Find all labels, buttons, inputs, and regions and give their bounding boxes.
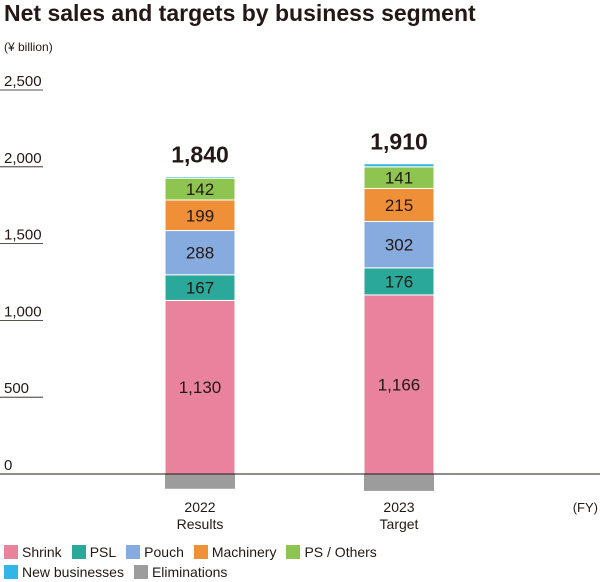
x-category-year: 2023 bbox=[383, 499, 414, 515]
legend: Shrink PSL Pouch Machinery PS / Others New bu… bbox=[4, 542, 444, 582]
bar-segment bbox=[363, 163, 435, 168]
x-axis-title: (FY) bbox=[573, 500, 598, 515]
bar-segment bbox=[164, 274, 236, 301]
legend-item: PSL bbox=[71, 542, 117, 562]
legend-label: New businesses bbox=[22, 564, 124, 580]
legend-item: Eliminations bbox=[133, 562, 228, 582]
bar-segment bbox=[165, 474, 235, 489]
legend-item: PS / Others bbox=[286, 542, 377, 562]
legend-swatch bbox=[4, 545, 18, 559]
bar-segment bbox=[363, 220, 435, 269]
bar-total-label: 1,910 bbox=[370, 129, 428, 155]
bar-segment bbox=[363, 267, 435, 296]
segment-value-label: 215 bbox=[385, 196, 413, 215]
segment-value-label: 167 bbox=[186, 279, 214, 298]
bar-segment bbox=[364, 474, 434, 491]
x-category-label: Target bbox=[380, 516, 419, 532]
legend-swatch bbox=[286, 545, 301, 559]
y-tick-label: 2,500 bbox=[4, 73, 42, 90]
y-tick-label: 500 bbox=[4, 380, 29, 397]
legend-label: PSL bbox=[89, 544, 117, 560]
x-category-year: 2022 bbox=[184, 499, 215, 515]
legend-label: Pouch bbox=[144, 544, 184, 560]
chart-title: Net sales and targets by business segmen… bbox=[4, 0, 476, 26]
bar-segment bbox=[164, 230, 236, 276]
legend-item: Pouch bbox=[126, 542, 184, 562]
legend-label: PS / Others bbox=[304, 544, 377, 560]
legend-swatch bbox=[126, 545, 141, 559]
legend-swatch bbox=[193, 545, 208, 559]
legend-item: Shrink bbox=[4, 542, 62, 562]
legend-item: Machinery bbox=[193, 542, 277, 562]
segment-value-label: 1,166 bbox=[378, 375, 421, 394]
y-tick-label: 2,000 bbox=[4, 150, 42, 167]
segment-value-label: 1,130 bbox=[179, 378, 222, 397]
bar-total-label: 1,840 bbox=[171, 142, 229, 168]
segment-value-label: 142 bbox=[186, 180, 214, 199]
legend-swatch bbox=[4, 565, 18, 579]
legend-label: Eliminations bbox=[151, 564, 228, 580]
segment-value-label: 141 bbox=[385, 169, 413, 188]
legend-swatch bbox=[71, 545, 86, 559]
y-tick-label: 1,000 bbox=[4, 303, 42, 320]
stacked-bar-chart: 0 500 1,000 1,500 2,000 2,500 1,130 167 288 199 14… bbox=[0, 73, 600, 532]
y-tick-label: 1,500 bbox=[4, 227, 42, 244]
legend-item: New businesses bbox=[4, 562, 124, 582]
segment-value-label: 302 bbox=[385, 236, 413, 255]
legend-label: Machinery bbox=[211, 544, 277, 560]
bar-segment bbox=[363, 294, 435, 475]
bar-segment bbox=[164, 199, 236, 232]
segment-value-label: 288 bbox=[186, 244, 214, 263]
bar-segment bbox=[164, 176, 236, 179]
segment-value-label: 176 bbox=[385, 272, 413, 291]
legend-label: Shrink bbox=[22, 544, 62, 560]
unit-label: (¥ billion) bbox=[4, 40, 53, 54]
y-tick-label: 0 bbox=[4, 457, 12, 474]
segment-value-label: 199 bbox=[186, 206, 214, 225]
x-category-label: Results bbox=[177, 516, 224, 532]
legend-swatch bbox=[133, 565, 148, 579]
